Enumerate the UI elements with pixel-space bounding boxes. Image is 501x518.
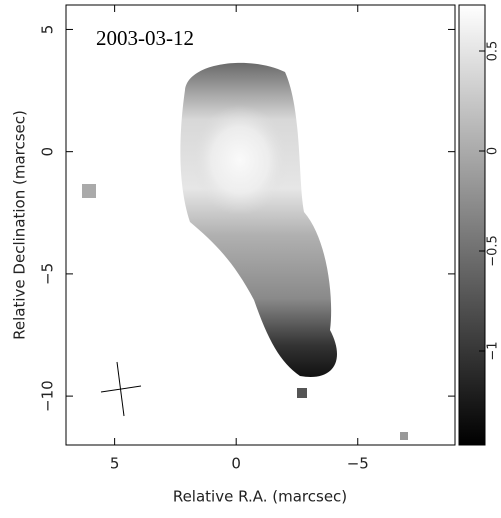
jet-image [82,62,408,440]
colorbar [458,4,486,446]
x-tick-label: −5 [347,455,369,473]
y-axis-label: Relative Declination (marcsec) [11,110,29,340]
x-tick-label: 5 [110,455,120,473]
colorbar-tick-label: 0.5 [486,41,501,62]
y-tick-label: −10 [39,380,57,412]
y-tick-label: 0 [39,147,57,157]
plot-frame [65,4,456,446]
chart-title: 2003-03-12 [96,26,194,50]
colorbar-tick-label: −1 [486,341,501,360]
x-tick-label: 0 [231,455,241,473]
y-tick-label: 5 [39,25,57,35]
x-axis-label: Relative R.A. (marcsec) [173,488,347,506]
colorbar-tick-label: −0.5 [486,235,501,267]
colorbar-tick-label: 0 [486,147,501,155]
y-tick-label: −5 [39,263,57,285]
